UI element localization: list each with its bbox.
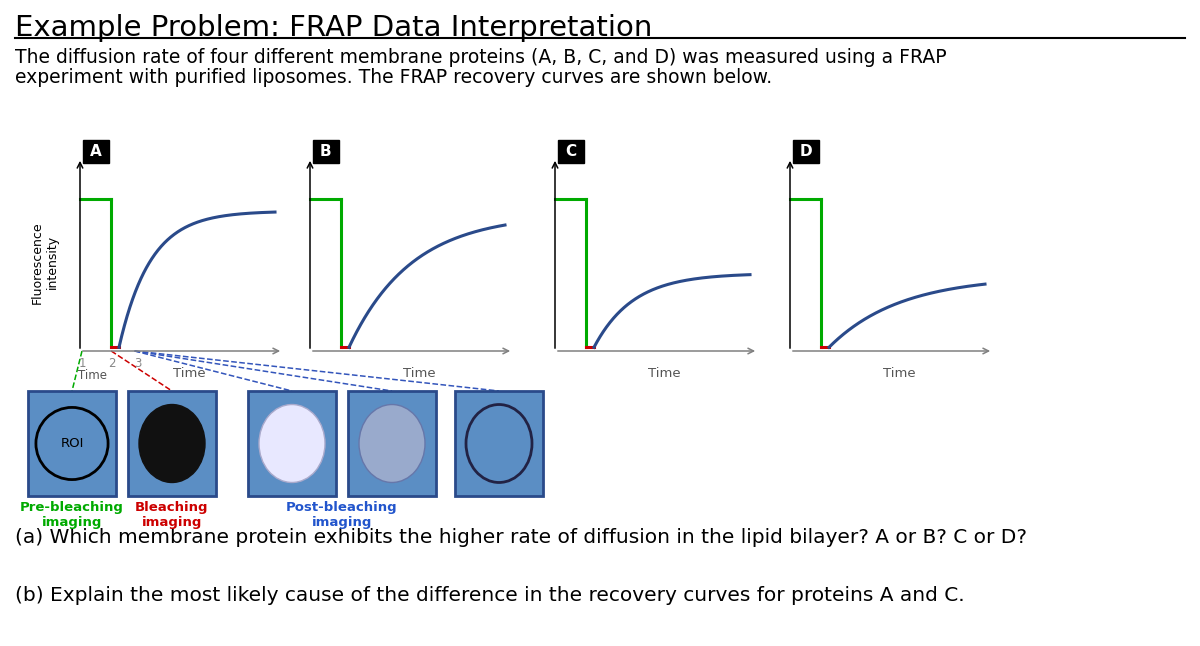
Bar xyxy=(455,391,542,496)
Text: Fluorescence
intensity: Fluorescence intensity xyxy=(31,221,59,304)
Bar xyxy=(83,140,108,163)
Text: Example Problem: FRAP Data Interpretation: Example Problem: FRAP Data Interpretatio… xyxy=(14,14,653,42)
Text: C: C xyxy=(565,143,576,158)
Bar xyxy=(793,140,818,163)
Ellipse shape xyxy=(139,404,205,483)
Text: (a) Which membrane protein exhibits the higher rate of diffusion in the lipid bi: (a) Which membrane protein exhibits the … xyxy=(14,528,1027,547)
Text: 3: 3 xyxy=(134,357,142,370)
Ellipse shape xyxy=(259,404,325,483)
Text: (b) Explain the most likely cause of the difference in the recovery curves for p: (b) Explain the most likely cause of the… xyxy=(14,586,965,605)
Text: Post-bleaching
imaging: Post-bleaching imaging xyxy=(286,501,398,529)
Text: Time: Time xyxy=(403,367,436,380)
Bar xyxy=(28,391,116,496)
Text: A: A xyxy=(90,143,102,158)
Bar xyxy=(558,140,583,163)
Text: 2: 2 xyxy=(108,357,116,370)
Bar xyxy=(348,391,436,496)
Text: The diffusion rate of four different membrane proteins (A, B, C, and D) was meas: The diffusion rate of four different mem… xyxy=(14,48,947,67)
Ellipse shape xyxy=(359,404,425,483)
Text: Time: Time xyxy=(883,367,916,380)
Text: D: D xyxy=(799,143,812,158)
Text: ROI: ROI xyxy=(60,437,84,450)
Text: Pre-bleaching
imaging: Pre-bleaching imaging xyxy=(20,501,124,529)
Text: experiment with purified liposomes. The FRAP recovery curves are shown below.: experiment with purified liposomes. The … xyxy=(14,68,772,87)
Text: Time: Time xyxy=(648,367,680,380)
Bar xyxy=(312,140,338,163)
Text: Time: Time xyxy=(173,367,205,380)
Text: Bleaching
imaging: Bleaching imaging xyxy=(136,501,209,529)
Text: Time: Time xyxy=(78,369,107,382)
Text: B: B xyxy=(319,143,331,158)
Ellipse shape xyxy=(466,404,532,483)
Bar xyxy=(248,391,336,496)
Text: 1: 1 xyxy=(78,357,85,370)
Bar xyxy=(128,391,216,496)
